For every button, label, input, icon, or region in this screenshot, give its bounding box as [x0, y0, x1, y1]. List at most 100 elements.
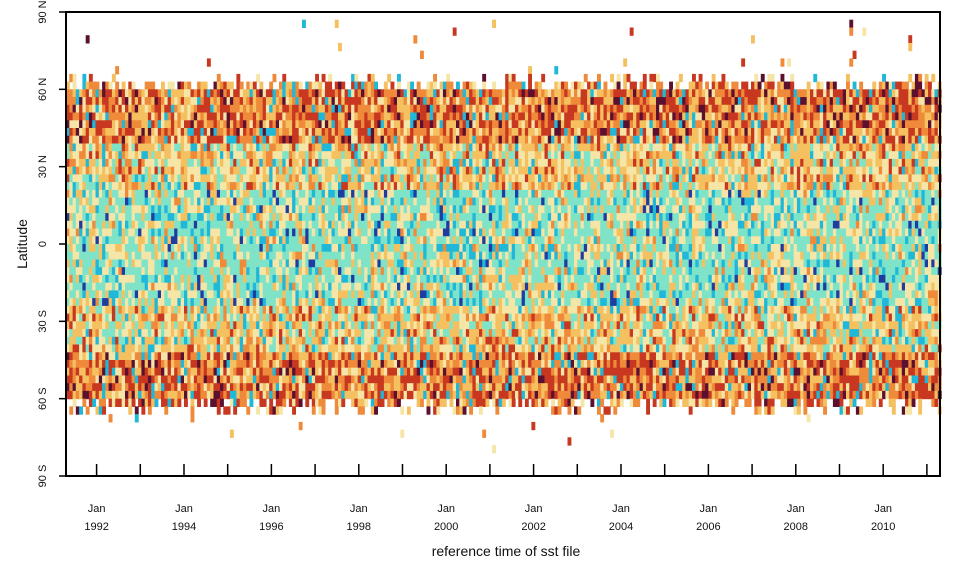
heatmap-cell	[79, 166, 83, 175]
heatmap-cell	[354, 120, 359, 129]
heatmap-cell	[760, 112, 765, 121]
heatmap-cell	[321, 104, 326, 114]
heatmap-cell	[914, 158, 919, 168]
heatmap-cell	[515, 104, 519, 114]
heatmap-cell	[462, 89, 467, 98]
heatmap-cell	[351, 143, 355, 152]
heatmap-cell	[865, 135, 870, 144]
heatmap-cell	[721, 73, 726, 83]
heatmap-cell	[606, 97, 611, 106]
heatmap-cell	[203, 143, 208, 152]
heatmap-cell	[751, 120, 755, 129]
heatmap-cell	[390, 112, 395, 121]
heatmap-cell	[682, 135, 687, 144]
heatmap-cell	[459, 89, 464, 98]
heatmap-cell	[895, 158, 900, 168]
heatmap-cell	[85, 143, 90, 152]
heatmap-cell	[521, 143, 526, 152]
heatmap-cell	[823, 128, 827, 137]
heatmap-cell	[741, 135, 746, 144]
heatmap-cell	[147, 166, 152, 175]
heatmap-cell	[311, 104, 316, 114]
heatmap-cell	[826, 104, 831, 114]
heatmap-cell	[285, 143, 290, 152]
heatmap-cell	[151, 128, 156, 137]
heatmap-cell	[724, 135, 729, 144]
heatmap-cell	[380, 151, 385, 160]
heatmap-cell	[701, 89, 706, 98]
heatmap-cell	[452, 112, 457, 121]
heatmap-cell	[600, 89, 605, 98]
heatmap-cell	[341, 128, 346, 137]
heatmap-cell	[593, 104, 598, 114]
heatmap-cell	[190, 89, 195, 98]
heatmap-cell	[184, 81, 188, 90]
heatmap-cell	[72, 151, 77, 160]
heatmap-cell	[193, 135, 198, 144]
heatmap-cell	[482, 104, 487, 114]
heatmap-cell	[180, 89, 185, 98]
heatmap-cell	[439, 135, 444, 144]
heatmap-cell	[315, 166, 319, 175]
heatmap-cell	[875, 128, 880, 137]
heatmap-cell	[469, 89, 473, 98]
heatmap-cell	[672, 97, 677, 106]
heatmap-cell	[82, 73, 87, 83]
heatmap-cell	[121, 166, 126, 175]
heatmap-cell	[764, 89, 768, 98]
heatmap-cell	[891, 143, 896, 152]
heatmap-cell	[895, 143, 900, 152]
heatmap-cell	[259, 158, 264, 168]
heatmap-cell	[98, 151, 103, 160]
heatmap-cell	[406, 97, 411, 106]
heatmap-cell	[623, 112, 628, 121]
heatmap-cell	[105, 135, 110, 144]
heatmap-cell	[102, 151, 106, 160]
heatmap-cell	[813, 135, 818, 144]
heatmap-cell	[108, 128, 113, 137]
heatmap-cell	[597, 158, 601, 168]
heatmap-cell	[442, 135, 447, 144]
heatmap-cell	[105, 128, 110, 137]
heatmap-cell	[560, 135, 565, 144]
heatmap-cell	[249, 112, 254, 121]
heatmap-cell	[367, 143, 372, 152]
heatmap-cell	[751, 135, 755, 144]
heatmap-cell	[800, 104, 805, 114]
heatmap-cell	[243, 151, 247, 160]
heatmap-cell	[931, 120, 936, 129]
heatmap-cell	[518, 97, 523, 106]
heatmap-cell	[823, 135, 827, 144]
heatmap-cell	[669, 97, 673, 106]
heatmap-cell	[193, 143, 198, 152]
heatmap-cell	[606, 151, 611, 160]
heatmap-cell	[200, 135, 205, 144]
heatmap-cell	[921, 89, 926, 98]
heatmap-cell	[872, 143, 877, 152]
heatmap-cell	[305, 128, 310, 137]
heatmap-cell	[610, 104, 614, 114]
heatmap-cell	[69, 89, 74, 98]
heatmap-cell	[928, 81, 932, 90]
heatmap-cell	[855, 158, 860, 168]
heatmap-cell	[672, 104, 677, 114]
heatmap-cell	[554, 151, 559, 160]
heatmap-cell	[164, 135, 169, 144]
heatmap-cell	[574, 120, 578, 129]
heatmap-cell	[279, 151, 283, 160]
heatmap-cell	[190, 158, 195, 168]
heatmap-cell	[891, 151, 896, 160]
heatmap-cell	[629, 89, 634, 98]
heatmap-cell	[256, 97, 260, 106]
heatmap-cell	[928, 135, 932, 144]
heatmap-cell	[528, 89, 532, 98]
heatmap-cell	[308, 97, 313, 106]
heatmap-cell	[754, 151, 759, 160]
heatmap-cell	[315, 89, 319, 98]
heatmap-cell	[298, 97, 303, 106]
heatmap-cell	[141, 135, 146, 144]
heatmap-cell	[161, 143, 165, 152]
heatmap-cell	[692, 104, 696, 114]
heatmap-cell	[95, 166, 100, 175]
heatmap-cell	[511, 104, 516, 114]
